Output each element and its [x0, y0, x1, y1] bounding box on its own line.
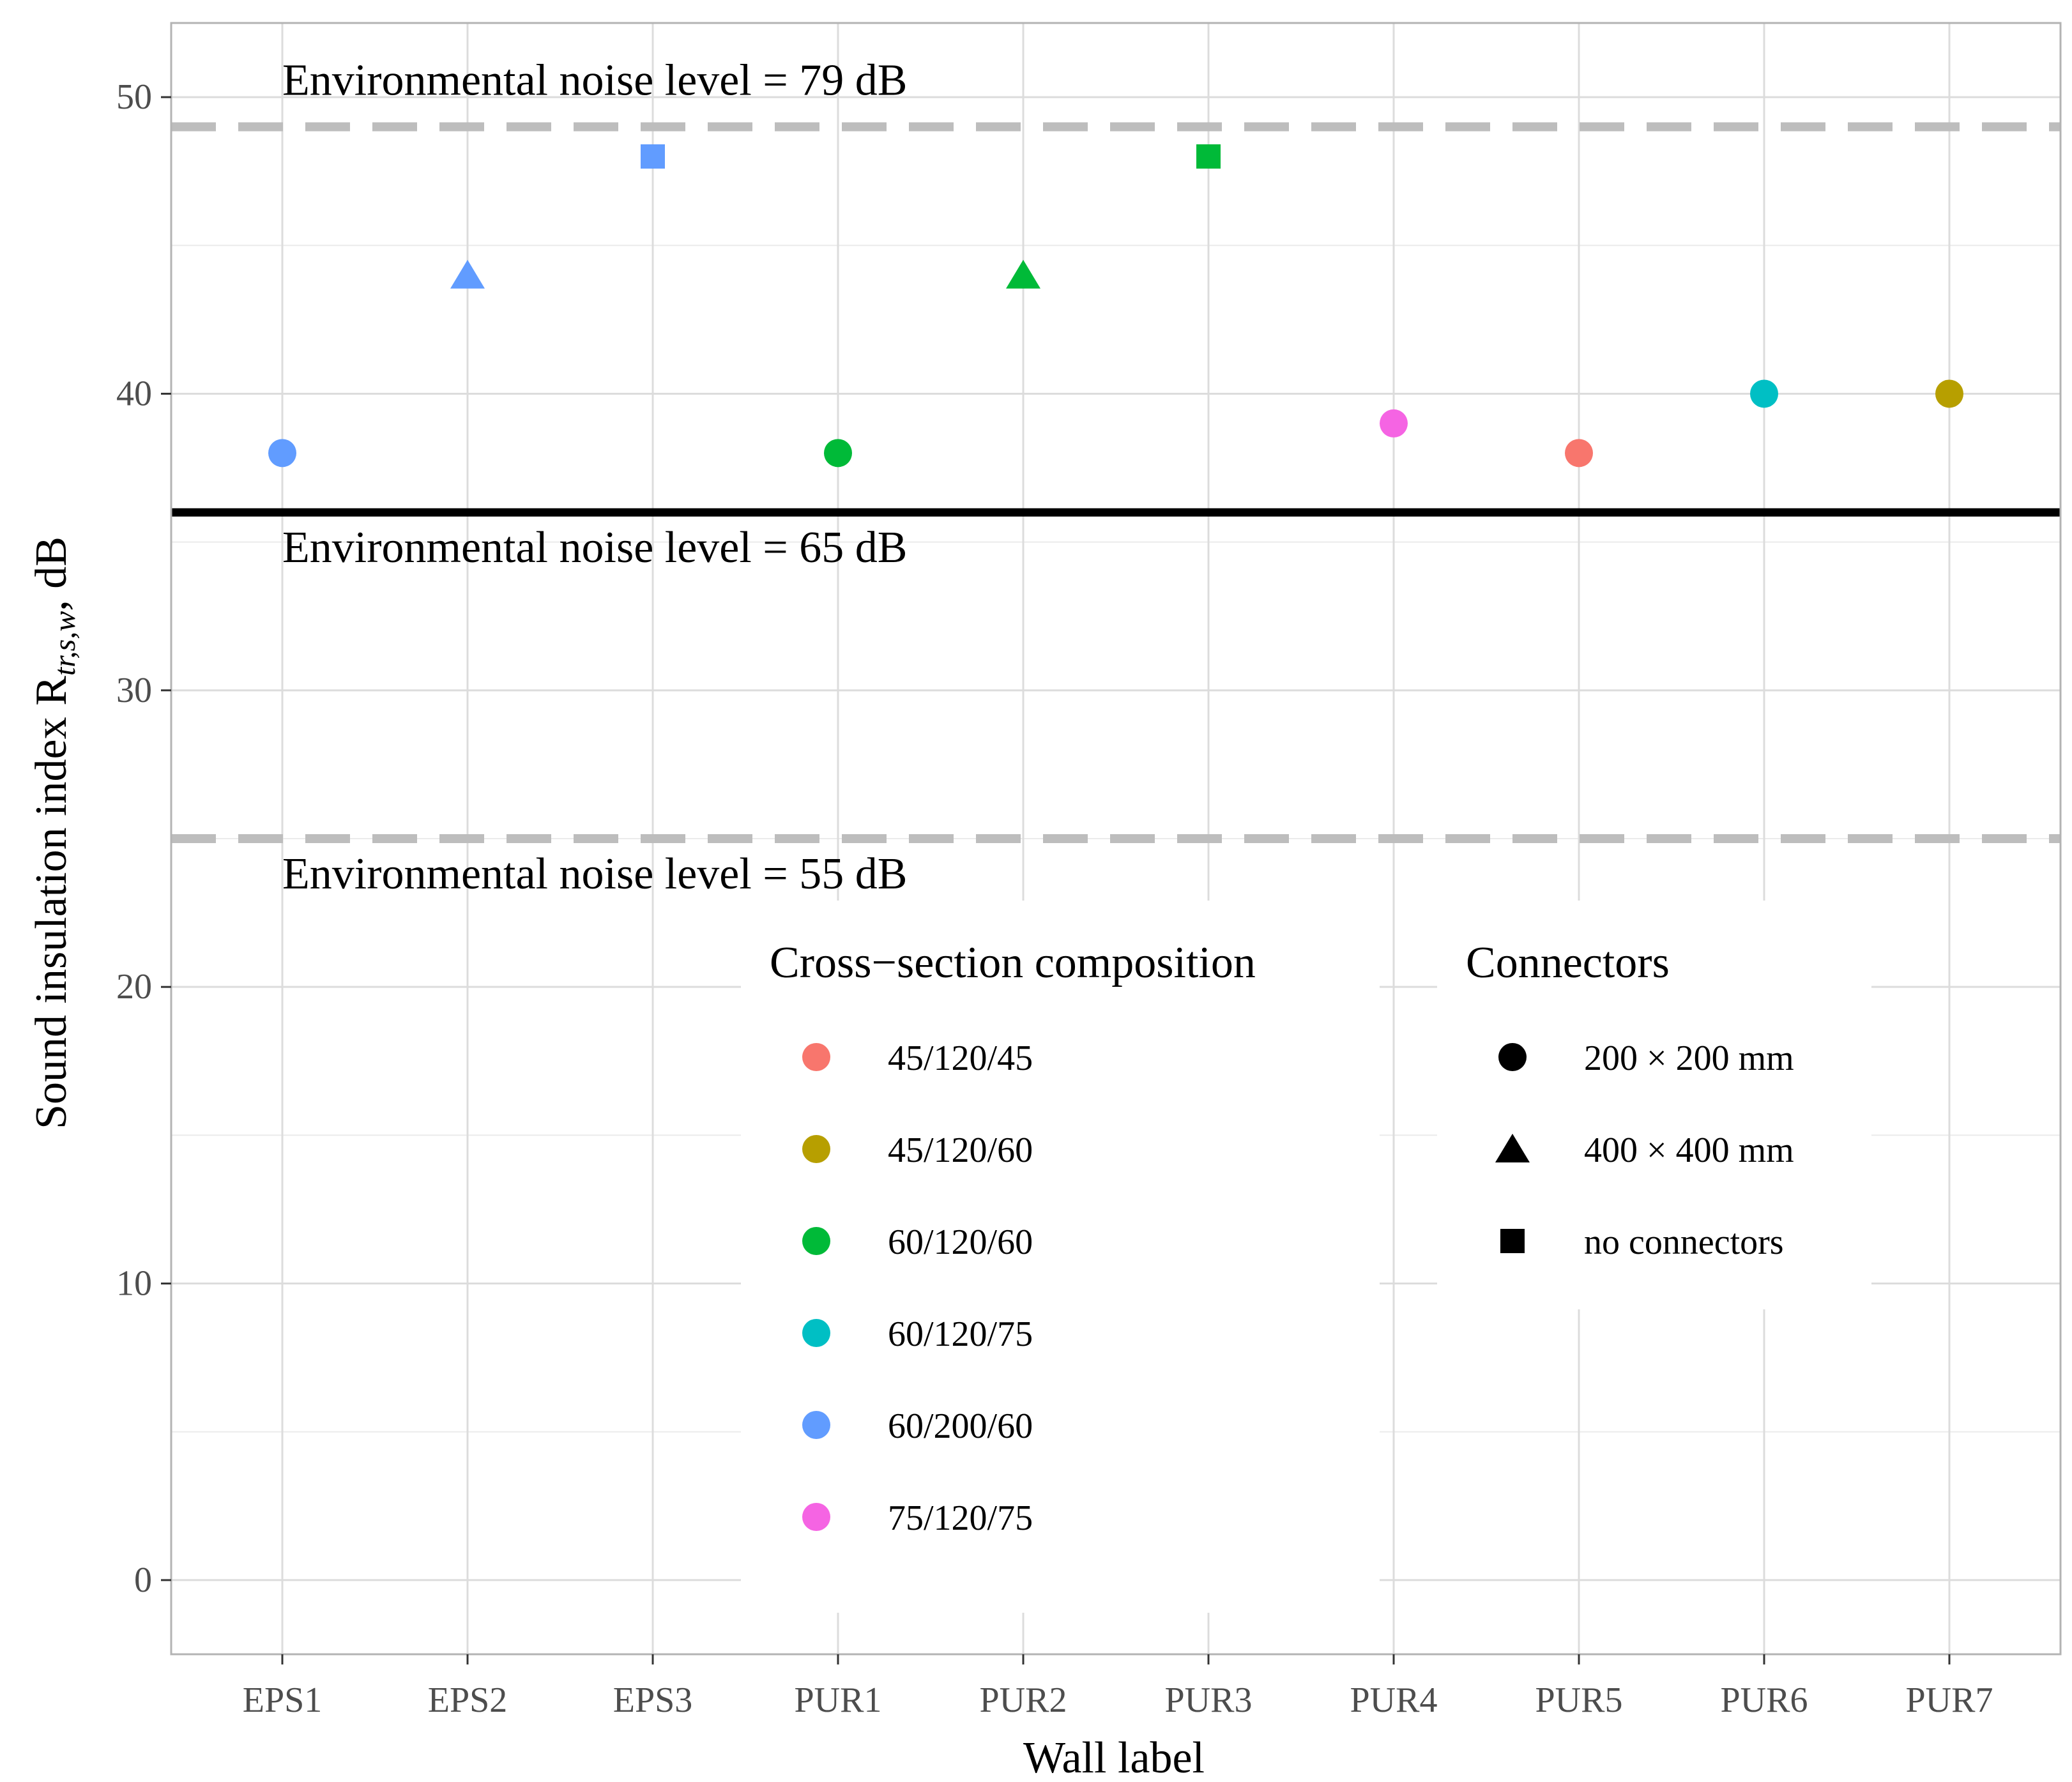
grid-major: [171, 23, 2061, 1654]
legend-shape-label: no connectors: [1584, 1222, 1784, 1262]
legend: Cross−section composition 45/120/45 45/120…: [741, 901, 1871, 1613]
y-axis-ticks: 0 10 20 30 40 50: [116, 77, 171, 1600]
y-axis-title-subscript: tr,s,w: [48, 611, 82, 676]
legend-color-label: 45/120/60: [888, 1131, 1033, 1170]
legend-shape-title: Connectors: [1466, 938, 1670, 987]
reference-labels: Environmental noise level = 79 dB Environ…: [282, 56, 907, 899]
y-tick-label: 50: [116, 77, 152, 117]
panel-border: [170, 22, 2062, 1656]
x-tick-label: PUR1: [795, 1680, 882, 1720]
y-tick-label: 20: [116, 967, 152, 1007]
reference-label-1: Environmental noise level = 65 dB: [282, 523, 907, 572]
legend-color-title: Cross−section composition: [770, 938, 1256, 987]
legend-shape-label: 400 × 400 mm: [1584, 1131, 1794, 1170]
data-point-pur4: [1380, 409, 1408, 438]
x-axis-title: Wall label: [1023, 1733, 1205, 1782]
legend-color-box: [741, 901, 1380, 1613]
legend-color-key: [802, 1503, 830, 1531]
y-axis-title-main: Sound insulation index R: [27, 676, 76, 1129]
legend-color-key: [802, 1043, 830, 1071]
data-point-pur2: [1006, 259, 1040, 289]
data-points: [268, 144, 1963, 468]
data-point-eps2: [450, 259, 485, 289]
y-axis-title: Sound insulation index Rtr,s,w, dB: [27, 537, 82, 1129]
legend-color-key: [802, 1411, 830, 1439]
legend-color-label: 60/120/60: [888, 1222, 1033, 1262]
x-tick-label: EPS3: [613, 1680, 693, 1720]
legend-color-key: [802, 1319, 830, 1347]
data-point-eps3: [641, 144, 665, 169]
legend-color-label: 75/120/75: [888, 1498, 1033, 1538]
x-tick-label: PUR3: [1165, 1680, 1253, 1720]
legend-shape-key: [1500, 1229, 1525, 1253]
x-tick-label: PUR7: [1906, 1680, 1993, 1720]
y-axis-title-unit: , dB: [27, 537, 76, 611]
legend-color-label: 60/120/75: [888, 1314, 1033, 1354]
x-tick-label: EPS1: [243, 1680, 323, 1720]
y-tick-label: 30: [116, 671, 152, 710]
reference-label-0: Environmental noise level = 79 dB: [282, 56, 907, 105]
y-tick-label: 10: [116, 1264, 152, 1304]
x-axis-ticks: EPS1 EPS2 EPS3 PUR1 PUR2 PUR3 PUR4 PUR5 PUR6 PUR7: [243, 1654, 1993, 1720]
x-tick-label: EPS2: [428, 1680, 508, 1720]
y-tick-label: 0: [134, 1560, 152, 1600]
data-point-pur1: [824, 439, 852, 468]
legend-shape-key: [1498, 1043, 1527, 1071]
data-point-pur7: [1935, 379, 1963, 408]
x-tick-label: PUR2: [980, 1680, 1067, 1720]
legend-color-label: 45/120/45: [888, 1039, 1033, 1078]
legend-shape-key: [1495, 1134, 1530, 1162]
x-tick-label: PUR6: [1721, 1680, 1808, 1720]
legend-color-key: [802, 1227, 830, 1255]
data-point-pur5: [1565, 439, 1593, 468]
y-tick-label: 40: [116, 374, 152, 413]
data-point-eps1: [268, 439, 296, 468]
legend-color-key: [802, 1135, 830, 1163]
data-point-pur6: [1750, 379, 1778, 408]
legend-shape-label: 200 × 200 mm: [1584, 1039, 1794, 1078]
x-tick-label: PUR5: [1535, 1680, 1623, 1720]
data-point-pur3: [1196, 144, 1221, 169]
legend-color-label: 60/200/60: [888, 1406, 1033, 1446]
x-tick-label: PUR4: [1350, 1680, 1438, 1720]
reference-lines: [171, 122, 2061, 843]
reference-label-2: Environmental noise level = 55 dB: [282, 849, 907, 899]
